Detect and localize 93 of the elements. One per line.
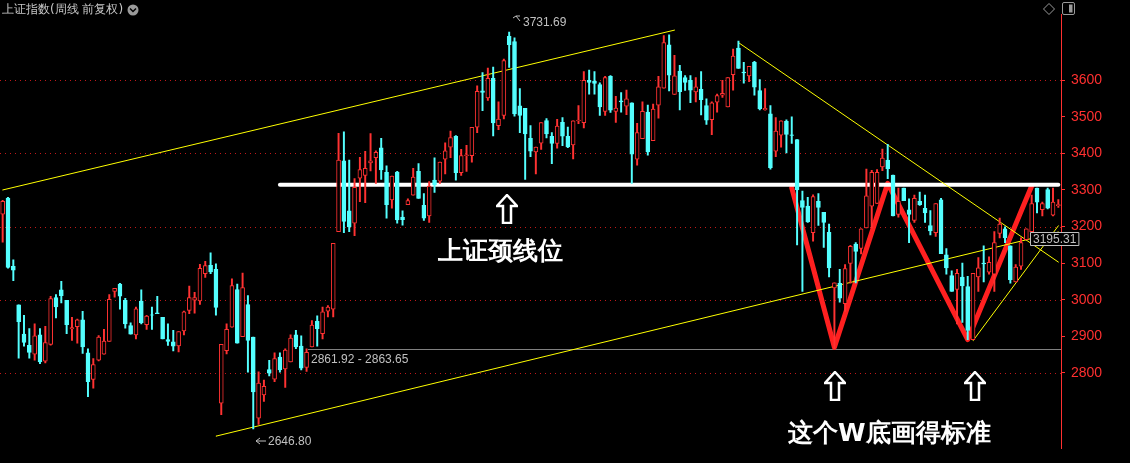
- candlestick: [320, 306, 325, 340]
- y-tick-label: 3000: [1071, 290, 1103, 307]
- candlestick: [752, 60, 757, 96]
- candlestick: [154, 296, 160, 314]
- candlestick: [960, 262, 965, 323]
- annotation: 3195.31: [1033, 232, 1077, 247]
- candlestick: [640, 101, 645, 140]
- candlestick: [992, 231, 997, 292]
- y-tick-label: 3400: [1071, 144, 1103, 161]
- y-tick-label: 3500: [1071, 107, 1103, 124]
- candlestick: [800, 190, 805, 292]
- candlestick: [384, 165, 389, 219]
- candlestick: [816, 193, 821, 226]
- candlestick: [288, 334, 293, 363]
- candlestick: [576, 105, 581, 125]
- candlestick: [69, 316, 75, 341]
- candlestick: [912, 194, 917, 223]
- candlestick: [16, 304, 21, 359]
- y-tick-label: 3200: [1071, 217, 1103, 234]
- candlestick: [1013, 264, 1019, 283]
- candlestick: [256, 371, 261, 425]
- candlestick: [240, 272, 245, 337]
- candlestick: [1045, 187, 1050, 210]
- y-tick-label: 3300: [1071, 180, 1103, 197]
- candlestick: [672, 55, 677, 95]
- candlestick: [304, 348, 309, 372]
- candlestick: [96, 335, 101, 362]
- candlestick: [880, 148, 885, 171]
- candlestick: [208, 252, 213, 275]
- candlestick: [848, 244, 853, 284]
- candlestick: [768, 105, 773, 170]
- candlestick: [1008, 245, 1013, 284]
- candlestick: [448, 130, 453, 159]
- candlestick: [624, 89, 629, 115]
- candlestick: [928, 210, 933, 236]
- candlestick: [48, 296, 53, 346]
- candlestick: [112, 288, 117, 298]
- candlestick: [176, 331, 181, 353]
- y-tick-label: 3600: [1071, 71, 1103, 88]
- chart-title: 上证指数(周线 前复权): [2, 1, 124, 18]
- candlestick: [272, 352, 277, 382]
- candlestick: [832, 282, 837, 350]
- candlestick: [480, 72, 485, 111]
- candlestick: [656, 75, 661, 119]
- candlestick: [1040, 201, 1045, 217]
- candlestick: [32, 323, 37, 361]
- candlestick: [64, 300, 69, 335]
- candlestick: [432, 157, 437, 193]
- annotation: 3731.69: [523, 15, 567, 30]
- candlestick: [144, 315, 149, 330]
- candlestick: [544, 118, 549, 139]
- candlestick: [58, 281, 64, 304]
- band-label: 2861.92 - 2863.65: [311, 351, 409, 366]
- candlestick: [896, 187, 901, 218]
- candlestick: [741, 61, 747, 84]
- candlestick: [80, 311, 85, 354]
- candlestick: [464, 145, 469, 172]
- candlestick: [416, 163, 421, 199]
- candlestick: [128, 322, 133, 335]
- candlestick: [608, 75, 613, 113]
- candlestick: [736, 40, 741, 69]
- candlestick: [224, 323, 229, 355]
- candlestick: [74, 318, 80, 344]
- candlestick: [26, 328, 32, 359]
- candlestick: [784, 119, 789, 154]
- candlestick: [560, 117, 565, 147]
- candlestick: [352, 178, 357, 237]
- candlestick: [976, 257, 981, 292]
- candlestick: [981, 245, 987, 283]
- candlestick: [336, 132, 341, 233]
- candlestick: [528, 125, 533, 158]
- candlestick: [688, 75, 693, 103]
- candlestick: [864, 168, 869, 229]
- candlestick: [704, 98, 709, 125]
- candlestick: [1024, 228, 1029, 241]
- candlestick: [618, 92, 624, 113]
- candlestick: [496, 101, 501, 130]
- candlestick: [997, 217, 1003, 239]
- candlestick: [192, 292, 197, 314]
- annotation: 这个W底画得标准: [788, 417, 991, 449]
- y-tick-label: 3100: [1071, 254, 1103, 270]
- candlestick: [42, 326, 48, 364]
- y-tick-label: 2900: [1071, 327, 1103, 344]
- candlestick: [720, 79, 725, 98]
- candlestick: [512, 37, 517, 117]
- y-tick-label: 2800: [1071, 363, 1103, 380]
- annotation: 上证颈线位: [438, 235, 563, 267]
- annotation: 2646.80: [268, 434, 312, 449]
- candlestick: [400, 210, 405, 226]
- candlestick: [368, 133, 373, 172]
- candlestick: [592, 71, 597, 95]
- candlestick: [160, 316, 165, 340]
- candlestick: [944, 248, 949, 275]
